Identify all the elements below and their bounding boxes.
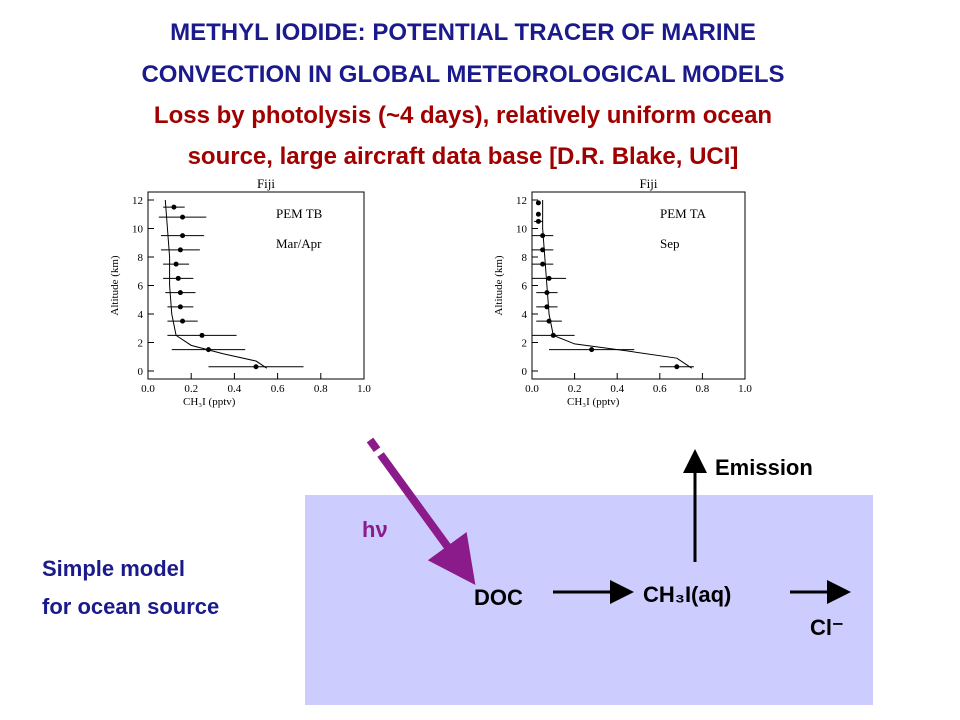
data-point <box>177 247 183 253</box>
subtitle-line: Loss by photolysis (~4 days), relatively… <box>154 102 772 129</box>
data-point <box>180 318 186 324</box>
subtitle-line: source, large aircraft data base [D.R. B… <box>188 143 739 170</box>
y-tick-label: 10 <box>516 224 528 236</box>
data-point <box>550 332 556 338</box>
data-point <box>535 211 541 217</box>
plot-frame <box>531 191 746 380</box>
y-tick-label: 4 <box>138 309 144 321</box>
title-line: METHYL IODIDE: POTENTIAL TRACER OF MARIN… <box>170 19 756 46</box>
chart-title: Fiji <box>257 176 275 191</box>
x-tick-label: 0.8 <box>314 383 328 395</box>
data-point <box>540 233 546 239</box>
data-point <box>544 290 550 296</box>
x-tick-label: 0.6 <box>653 383 667 395</box>
data-point <box>540 261 546 267</box>
chloride-label: Cl⁻ <box>810 615 844 640</box>
y-tick-label: 2 <box>138 338 144 350</box>
x-tick-label: 1.0 <box>738 383 752 395</box>
data-point <box>546 318 552 324</box>
y-tick-label: 6 <box>138 281 144 293</box>
y-tick-label: 6 <box>522 281 528 293</box>
data-point <box>171 204 177 210</box>
y-tick-label: 0 <box>138 366 144 378</box>
model-label: for ocean source <box>42 594 219 619</box>
data-point <box>180 214 186 220</box>
plot-frame <box>147 191 365 380</box>
data-point <box>175 275 181 281</box>
x-axis-label: CH₃I (pptv) <box>567 396 620 408</box>
x-tick-label: 0.4 <box>610 383 624 395</box>
x-tick-label: 0.8 <box>696 383 710 395</box>
y-tick-label: 4 <box>522 309 528 321</box>
annotation: PEM TB <box>276 206 323 221</box>
x-tick-label: 0.6 <box>271 383 285 395</box>
x-tick-label: 0.0 <box>525 383 539 395</box>
x-tick-label: 1.0 <box>357 383 371 395</box>
annotation: PEM TA <box>660 206 707 221</box>
x-tick-label: 0.2 <box>184 383 198 395</box>
doc-label: DOC <box>474 585 523 610</box>
photon-label: hν <box>362 517 388 542</box>
data-point <box>180 233 186 239</box>
y-axis-label: Altitude (km) <box>109 255 121 316</box>
y-tick-label: 12 <box>132 195 143 207</box>
data-point <box>535 218 541 224</box>
data-point <box>674 364 680 370</box>
data-point <box>544 304 550 310</box>
y-axis-label: Altitude (km) <box>493 255 505 316</box>
emission-label: Emission <box>715 455 813 480</box>
x-tick-label: 0.4 <box>228 383 242 395</box>
data-point <box>589 347 595 353</box>
chart-title: Fiji <box>639 176 657 191</box>
ocean-box <box>305 495 873 705</box>
data-point <box>177 290 183 296</box>
data-point <box>253 364 259 370</box>
annotation: Sep <box>660 236 680 251</box>
photon-arrow <box>366 437 476 585</box>
title-line: CONVECTION IN GLOBAL METEOROLOGICAL MODE… <box>141 61 784 88</box>
x-tick-label: 0.0 <box>141 383 155 395</box>
data-point <box>177 304 183 310</box>
data-point <box>540 247 546 253</box>
data-point <box>199 332 205 338</box>
y-tick-label: 12 <box>516 195 527 207</box>
x-axis-label: CH₃I (pptv) <box>183 396 236 408</box>
x-tick-label: 0.2 <box>568 383 582 395</box>
y-tick-label: 2 <box>522 338 528 350</box>
y-tick-label: 8 <box>522 252 528 264</box>
data-point <box>546 275 552 281</box>
annotation: Mar/Apr <box>276 236 322 251</box>
y-tick-label: 10 <box>132 224 144 236</box>
data-point <box>205 347 211 353</box>
y-tick-label: 8 <box>138 252 144 264</box>
data-point <box>173 261 179 267</box>
model-curve <box>164 199 268 369</box>
model-label: Simple model <box>42 556 185 581</box>
ch3i-label: CH₃I(aq) <box>643 582 731 607</box>
model-curve <box>542 200 693 369</box>
data-point <box>535 200 541 206</box>
y-tick-label: 0 <box>522 366 528 378</box>
